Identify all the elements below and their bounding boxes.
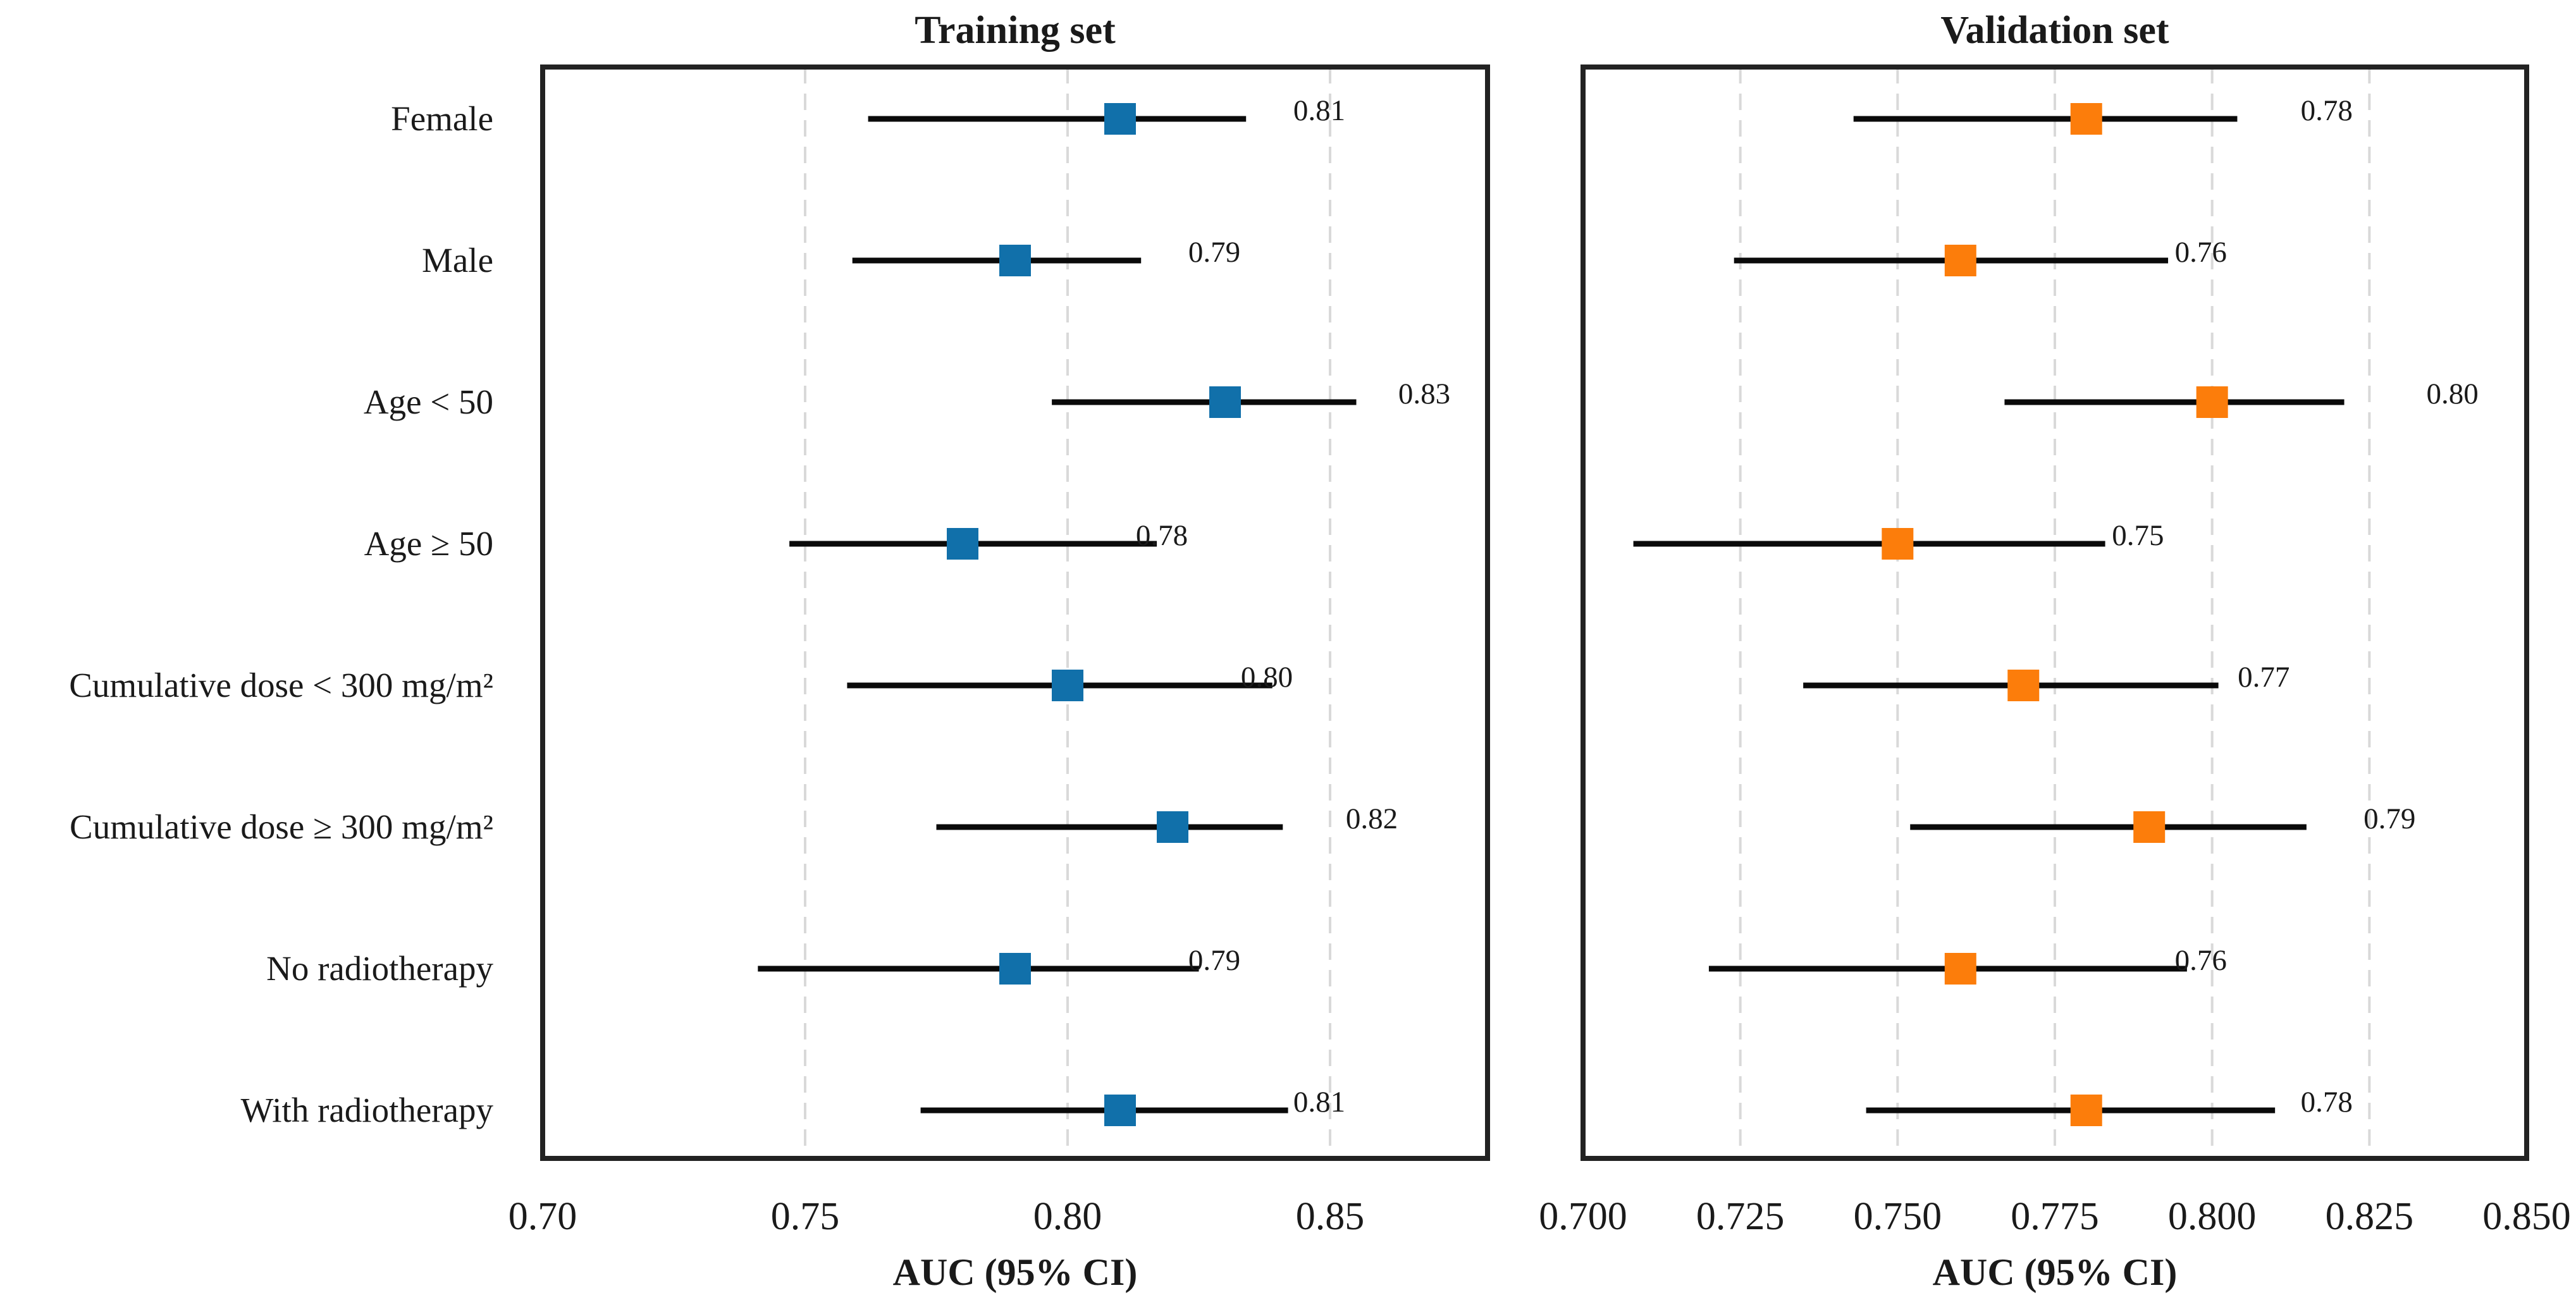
validation-auc-marker	[2007, 670, 2040, 701]
validation-auc-value-label: 0.80	[2427, 377, 2479, 410]
validation-auc-marker	[2070, 1095, 2102, 1126]
training-auc-marker	[1104, 103, 1136, 135]
validation-x-tick-label: 0.800	[2168, 1195, 2257, 1238]
training-x-tick-label: 0.70	[508, 1195, 577, 1238]
validation-x-tick-label: 0.850	[2482, 1195, 2571, 1238]
training-x-axis-label: AUC (95% CI)	[893, 1251, 1138, 1293]
row-label: Male	[422, 241, 493, 279]
validation-auc-marker	[1944, 953, 1976, 985]
training-auc-marker	[1157, 811, 1188, 843]
training-plot-frame	[540, 64, 1490, 1161]
training-auc-value-label: 0.80	[1241, 661, 1293, 694]
validation-auc-value-label: 0.77	[2238, 661, 2289, 694]
training-auc-value-label: 0.78	[1136, 519, 1188, 552]
row-label: Cumulative dose ≥ 300 mg/m²	[70, 807, 493, 846]
validation-auc-value-label: 0.78	[2301, 1086, 2353, 1119]
validation-auc-value-label: 0.75	[2112, 519, 2164, 552]
validation-auc-value-label: 0.76	[2175, 236, 2227, 269]
training-auc-value-label: 0.81	[1293, 1086, 1345, 1119]
validation-auc-marker	[1944, 245, 1976, 276]
validation-auc-value-label: 0.79	[2363, 802, 2415, 835]
training-auc-value-label: 0.79	[1188, 944, 1240, 977]
row-label: No radiotherapy	[266, 949, 493, 988]
training-auc-marker	[1052, 670, 1083, 701]
training-auc-value-label: 0.83	[1398, 377, 1450, 410]
training-auc-marker	[1209, 386, 1241, 418]
validation-auc-value-label: 0.78	[2301, 94, 2353, 127]
row-label: Female	[391, 99, 493, 138]
validation-x-tick-label: 0.825	[2326, 1195, 2414, 1238]
training-auc-value-label: 0.81	[1293, 94, 1345, 127]
training-x-tick-label: 0.75	[771, 1195, 840, 1238]
validation-auc-marker	[2196, 386, 2228, 418]
row-label: Age < 50	[364, 383, 493, 421]
training-auc-value-label: 0.82	[1346, 802, 1398, 835]
validation-x-tick-label: 0.750	[1854, 1195, 1942, 1238]
validation-plot-frame	[1581, 64, 2529, 1161]
row-label: Age ≥ 50	[364, 524, 493, 563]
training-auc-marker	[999, 245, 1031, 276]
training-auc-marker	[947, 528, 978, 560]
training-auc-marker	[1104, 1095, 1136, 1126]
row-label: With radiotherapy	[241, 1091, 494, 1129]
validation-x-tick-label: 0.725	[1696, 1195, 1785, 1238]
validation-auc-marker	[2070, 103, 2102, 135]
training-title: Training set	[915, 9, 1116, 52]
validation-x-axis-label: AUC (95% CI)	[1933, 1251, 2178, 1293]
training-auc-marker	[999, 953, 1031, 985]
row-label: Cumulative dose < 300 mg/m²	[69, 666, 493, 704]
validation-x-tick-label: 0.700	[1539, 1195, 1627, 1238]
validation-auc-marker	[1882, 528, 1914, 560]
validation-auc-marker	[2133, 811, 2166, 843]
training-auc-value-label: 0.79	[1188, 236, 1240, 269]
validation-auc-value-label: 0.76	[2175, 944, 2227, 977]
validation-x-tick-label: 0.775	[2011, 1195, 2099, 1238]
training-x-tick-label: 0.85	[1296, 1195, 1365, 1238]
training-x-tick-label: 0.80	[1033, 1195, 1102, 1238]
validation-title: Validation set	[1940, 9, 2169, 52]
